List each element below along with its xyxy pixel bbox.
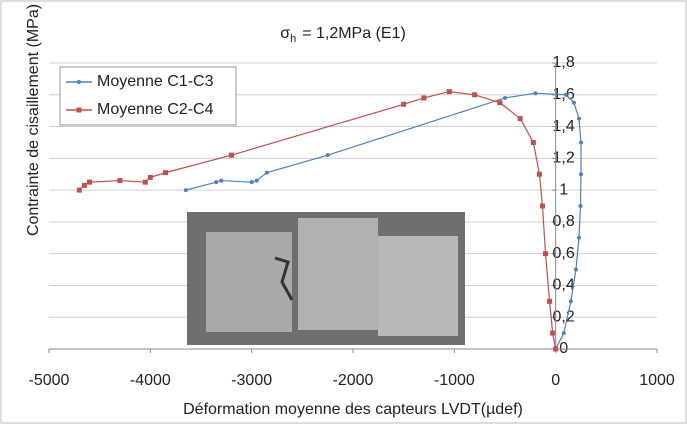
marker <box>76 187 82 193</box>
marker <box>87 179 93 185</box>
marker <box>421 95 427 101</box>
marker <box>536 171 542 177</box>
y-tick-label: 0,4 <box>553 277 575 294</box>
marker <box>533 91 538 96</box>
marker <box>472 92 478 98</box>
title-text: = 1,2MPa (E1) <box>302 25 406 42</box>
marker <box>578 204 583 208</box>
marker <box>563 92 568 97</box>
marker <box>249 180 254 185</box>
specimen-middle <box>298 218 378 330</box>
marker <box>117 178 123 184</box>
marker <box>539 203 545 209</box>
legend-label: Moyenne C2-C4 <box>97 101 214 118</box>
x-tick-label: 0 <box>551 372 560 389</box>
title-subscript: h <box>290 33 296 45</box>
marker <box>561 331 566 336</box>
y-tick-label: 0,2 <box>553 308 575 325</box>
marker <box>568 299 573 304</box>
y-tick-label: 1,2 <box>553 150 575 167</box>
marker <box>219 178 224 183</box>
marker <box>579 172 583 177</box>
marker <box>530 139 536 145</box>
marker <box>446 89 452 95</box>
marker <box>325 153 330 158</box>
marker <box>147 174 153 180</box>
x-tick-label: -3000 <box>231 372 272 389</box>
y-tick-label: 0,8 <box>553 213 575 230</box>
marker <box>401 101 407 107</box>
grid: 00,20,40,60,811,21,41,61,8-5000 -4000 -300… <box>29 54 675 389</box>
x-tick-label: -1000 <box>434 372 475 389</box>
legend-box <box>59 66 237 126</box>
marker <box>77 80 81 84</box>
marker <box>264 170 269 175</box>
y-tick-label: 1,8 <box>553 54 575 71</box>
marker <box>579 140 583 145</box>
crack <box>274 256 294 301</box>
marker <box>576 116 581 121</box>
x-axis-label: Déformation moyenne des capteurs LVDT(µd… <box>183 401 523 418</box>
marker <box>214 180 219 185</box>
y-axis-label: Contrainte de cisaillement (MPa) <box>25 4 42 236</box>
marker <box>543 251 549 257</box>
x-tick-label: -2000 <box>333 372 374 389</box>
legend: Moyenne C1-C3 Moyenne C2-C4 <box>59 66 237 126</box>
x-tick-label: 1000 <box>639 372 675 389</box>
marker <box>163 170 169 176</box>
marker <box>497 100 503 106</box>
marker <box>183 188 188 193</box>
marker <box>576 235 581 240</box>
title-symbol: σ <box>280 25 290 42</box>
plot <box>76 89 583 352</box>
marker <box>76 107 82 113</box>
marker <box>142 179 148 185</box>
x-tick-label: -4000 <box>130 372 171 389</box>
marker <box>228 152 234 158</box>
marker <box>503 95 507 100</box>
marker <box>571 100 576 105</box>
y-tick-label: 1,4 <box>553 118 575 135</box>
specimen-right <box>378 236 458 336</box>
y-tick-label: 1 <box>559 181 568 198</box>
x-tick-label: -5000 <box>29 372 70 389</box>
specimen-left <box>206 232 292 332</box>
inset-photo <box>187 212 465 345</box>
marker <box>553 346 559 352</box>
marker <box>517 116 523 122</box>
y-tick-label: 0,6 <box>553 245 575 262</box>
legend-label: Moyenne C1-C3 <box>97 73 214 90</box>
marker <box>81 182 87 188</box>
marker <box>573 267 578 272</box>
marker <box>550 330 556 336</box>
marker <box>547 298 553 304</box>
chart-title: σh = 1,2MPa (E1) <box>280 25 406 45</box>
marker <box>254 178 259 183</box>
